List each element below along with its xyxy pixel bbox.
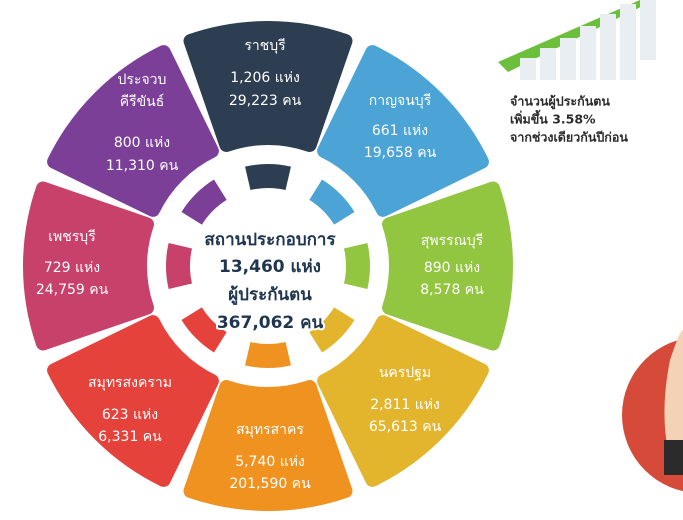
region-insured: 6,331 คน — [98, 429, 162, 445]
region-name: กาญจนบุรี — [369, 93, 432, 109]
region-establishments: 729 แห่ง — [44, 260, 100, 276]
center-text: ผู้ประกันตน — [228, 285, 312, 306]
growth-graphic — [498, 0, 656, 80]
inner-wedge — [166, 243, 192, 289]
growth-bar — [640, 0, 656, 60]
region-name: นครปฐม — [379, 365, 431, 381]
inner-wedge — [245, 164, 291, 190]
region-name-line: คีรีขันธ์ — [120, 93, 165, 110]
inner-wedge — [181, 179, 226, 224]
region-insured: 201,590 คน — [229, 476, 311, 492]
growth-bar — [540, 48, 556, 80]
inner-wedge — [245, 342, 291, 368]
region-name: สุพรรณบุรี — [421, 233, 484, 249]
growth-bar — [580, 26, 596, 80]
note-text: จำนวนผู้ประกันตน — [510, 94, 610, 110]
center-text: 367,062 คน — [217, 313, 324, 333]
region-name: สมุทรสาคร — [236, 422, 304, 438]
note-text: เพิ่มขึ้น 3.58% — [510, 110, 596, 127]
growth-bar — [620, 4, 636, 80]
region-establishments: 800 แห่ง — [114, 135, 170, 151]
region-name: ราชบุรี — [244, 38, 286, 54]
region-establishments: 1,206 แห่ง — [230, 70, 300, 86]
region-insured: 29,223 คน — [229, 93, 302, 109]
region-name-line: ประจวบ — [118, 72, 167, 88]
growth-bar — [600, 14, 616, 80]
region-insured: 65,613 คน — [369, 419, 442, 435]
center-text: สถานประกอบการ — [204, 230, 336, 250]
region-insured: 19,658 คน — [364, 145, 437, 161]
growth-bar — [560, 38, 576, 80]
infographic: ราชบุรี 1,206 แห่ง 29,223 คน กาญจนบุรี 661 แ… — [0, 0, 683, 520]
region-establishments: 623 แห่ง — [102, 407, 158, 423]
region-insured: 8,578 คน — [420, 282, 484, 298]
region-name: เพชรบุรี — [48, 229, 96, 245]
region-petal — [54, 322, 212, 480]
inner-wedge — [309, 179, 354, 224]
icon-sleeve — [664, 440, 683, 475]
hand-icon — [622, 330, 683, 493]
center-text: 13,460 แห่ง — [219, 257, 321, 277]
inner-wedge — [344, 243, 370, 289]
body: { "center": { "line1": "สถานประกอบการ", … — [0, 0, 683, 520]
region-establishments: 5,740 แห่ง — [235, 454, 305, 470]
region-establishments: 2,811 แห่ง — [370, 397, 440, 413]
page: Infographic html, body { margin: 0; padd… — [0, 0, 683, 520]
region-establishments: 661 แห่ง — [372, 123, 428, 139]
region-insured: 11,310 คน — [106, 158, 179, 174]
region-establishments: 890 แห่ง — [424, 260, 480, 276]
note-text: จากช่วงเดียวกันปีก่อน — [510, 130, 628, 145]
region-insured: 24,759 คน — [36, 282, 109, 298]
region-name: สมุทรสงคราม — [88, 375, 172, 391]
growth-bar — [520, 58, 536, 80]
